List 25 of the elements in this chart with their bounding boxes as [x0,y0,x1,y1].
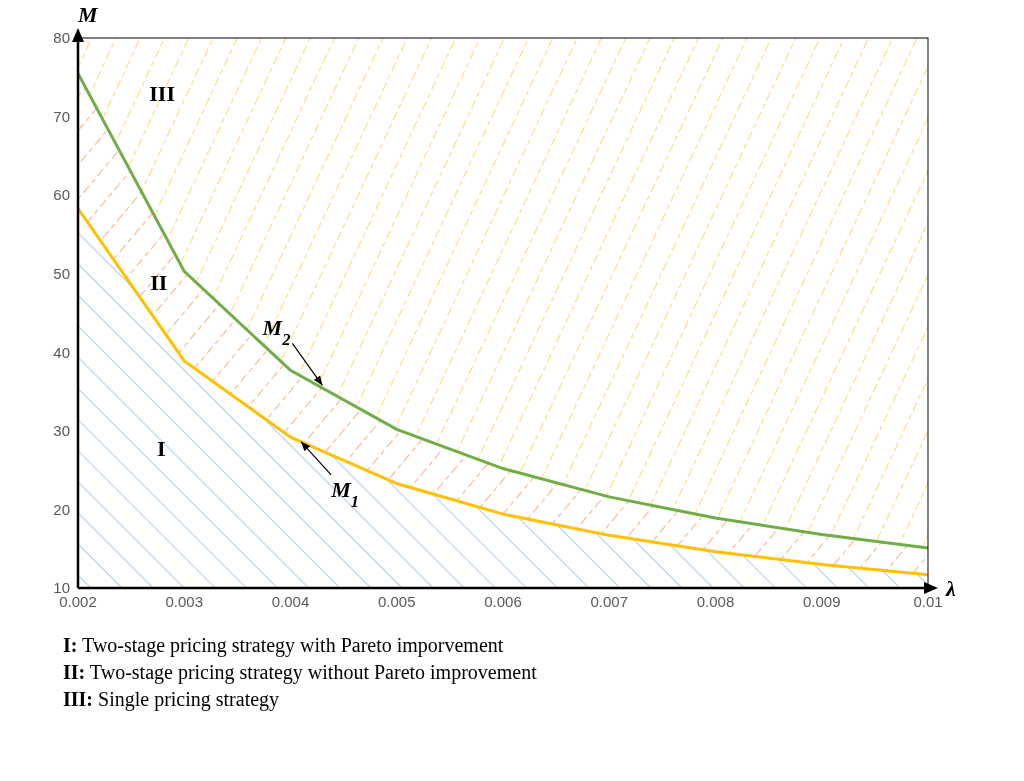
x-tick-label: 0.005 [377,592,416,610]
annotation: M$_{2}$ [261,315,291,349]
x-tick-label: 0.006 [484,592,522,610]
x-tick-label: 0.009 [802,592,841,610]
y-tick-label: 80 [53,29,70,47]
y-tick-label: 50 [53,265,70,283]
y-tick-label: 70 [53,107,70,125]
x-tick-label: 0.01 [913,592,943,610]
annotation: M$_{1}$ [330,476,359,511]
x-tick-label: 0.003 [165,592,204,610]
y-axis-title: M [77,2,99,27]
x-axis-title: λ [945,576,956,601]
y-tick-label: 60 [53,186,70,204]
text: III: Single pricing strategy [63,688,280,710]
x-tick-label: 0.007 [590,592,629,610]
y-tick-label: 30 [53,422,70,440]
text: II: Two-stage pricing strategy without Pareto improvement [63,661,537,683]
y-tick-label: 20 [53,500,70,518]
annotation: I [157,435,166,461]
y-tick-label: 40 [53,343,70,361]
x-tick-label: 0.008 [696,592,735,610]
annotation: II [150,270,168,296]
x-tick-label: 0.004 [271,592,310,610]
text: I: Two-stage pricing strategy with Pareto imporvement [63,634,504,656]
annotation: III [149,81,175,106]
